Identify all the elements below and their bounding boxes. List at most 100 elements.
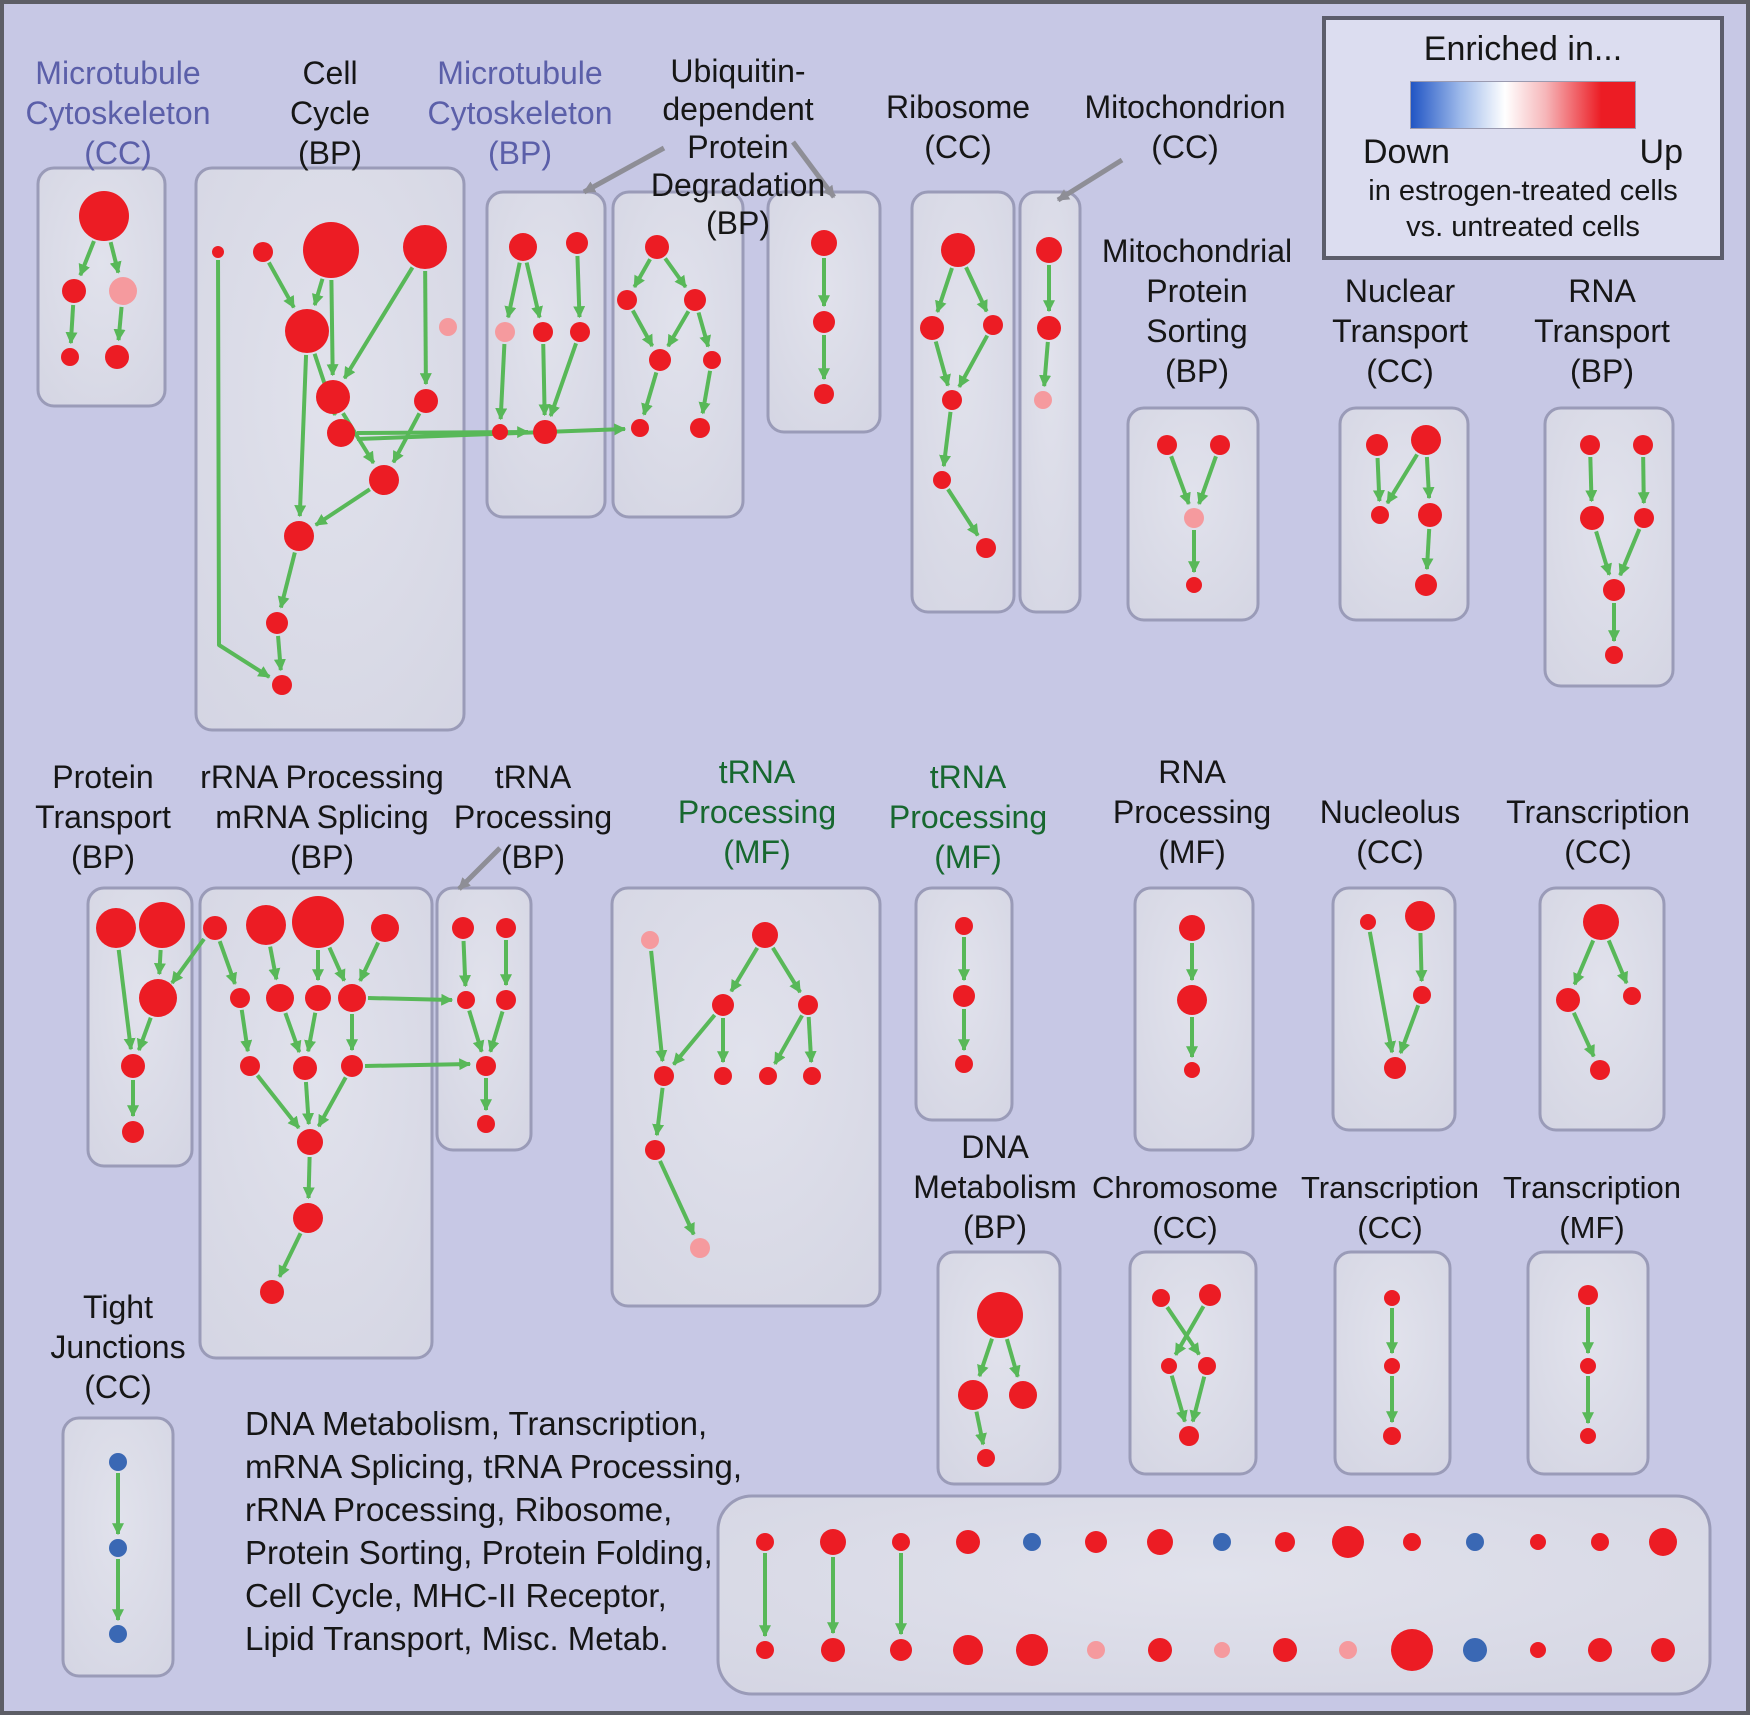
go-term-node <box>341 1055 363 1077</box>
edge-arrow <box>729 946 759 993</box>
go-term-node <box>1556 988 1580 1012</box>
edge-arrow <box>641 371 659 416</box>
go-term-node <box>1186 577 1202 593</box>
edge-arrow <box>113 306 126 342</box>
go-term-node <box>1332 1526 1364 1558</box>
cluster-box-chromosome-cc <box>1128 1250 1258 1476</box>
edge-arrow <box>294 354 309 518</box>
edge-arrow <box>1004 1338 1021 1378</box>
cluster-box-ubiquitin-dependent-protein-degradation-bp <box>611 190 745 519</box>
go-term-node <box>1405 901 1435 931</box>
cluster-label-protein-transport-bp: Protein Transport (BP) <box>35 759 171 875</box>
cluster-label-chromosome-cc: Chromosome (CC) <box>1092 1170 1278 1245</box>
cluster-label-rna-transport-bp: RNA Transport (BP) <box>1534 273 1670 389</box>
go-term-node <box>920 316 944 340</box>
legend-subtitle-line-1: in estrogen-treated cells <box>1368 175 1678 207</box>
go-term-node <box>1087 1641 1105 1659</box>
go-term-node <box>1214 1642 1230 1658</box>
edge-arrow <box>771 946 802 994</box>
cluster-label-trna-processing-mf-large: tRNA Processing (MF) <box>678 754 836 870</box>
edge-arrow <box>935 267 954 314</box>
go-term-node <box>96 908 136 948</box>
go-term-node <box>1179 915 1205 941</box>
edge-arrow <box>1169 1375 1188 1423</box>
go-term-node <box>1179 1426 1199 1446</box>
edge-arrow <box>239 1009 253 1053</box>
go-term-node <box>617 290 637 310</box>
go-term-node <box>1403 1533 1421 1551</box>
go-term-node <box>297 1129 323 1155</box>
cluster-box-nucleolus-cc <box>1331 886 1457 1132</box>
label-pointer-arrow <box>582 145 666 195</box>
edge-arrow <box>1367 931 1397 1054</box>
go-term-node <box>977 1449 995 1467</box>
go-term-node <box>1016 1634 1048 1666</box>
go-term-node <box>1384 1358 1400 1374</box>
edge-arrow <box>302 1081 315 1126</box>
go-term-node <box>941 233 975 267</box>
go-term-node <box>1583 904 1619 940</box>
go-term-node <box>1339 1641 1357 1659</box>
cluster-label-ubiquitin-dependent-protein-degradation-bp: Ubiquitin-dependent Protein Degradation (BP… <box>651 53 825 241</box>
cluster-box-trna-processing-bp <box>435 886 533 1152</box>
summary-note-line: Lipid Transport, Misc. Metab. <box>245 1620 669 1657</box>
edge-arrow <box>632 258 652 288</box>
go-term-node <box>953 1635 983 1665</box>
go-term-node <box>1177 985 1207 1015</box>
go-term-node <box>1580 435 1600 455</box>
edge-arrow <box>698 370 713 415</box>
cluster-box-ribosome-cc <box>910 190 1016 614</box>
cluster-label-cell-cycle-bp: Cell Cycle (BP) <box>290 55 370 171</box>
summary-note-line: DNA Metabolism, Transcription, <box>245 1405 708 1442</box>
edge-arrow <box>946 488 980 537</box>
summary-note-line: mRNA Splicing, tRNA Processing, <box>245 1448 743 1485</box>
edge-arrow <box>216 259 271 679</box>
go-term-node <box>649 349 671 371</box>
edge-arrow <box>467 1009 485 1053</box>
go-term-node <box>690 418 710 438</box>
go-term-node <box>266 612 288 634</box>
go-term-node <box>645 235 669 259</box>
legend-down-label: Down <box>1363 133 1450 171</box>
go-term-node <box>477 1115 495 1133</box>
go-term-node <box>533 322 553 342</box>
edge-arrow <box>1165 1305 1201 1356</box>
go-term-node <box>1649 1528 1677 1556</box>
go-term-node <box>476 1056 496 1076</box>
edge-arrow <box>487 1010 505 1053</box>
go-term-node <box>1590 1060 1610 1080</box>
cluster-label-rrna-processing-mrna-splicing-bp: rRNA Processing mRNA Splicing (BP) <box>200 759 444 875</box>
go-term-node <box>1198 1357 1216 1375</box>
go-term-node <box>1623 987 1641 1005</box>
go-term-node <box>1383 1427 1401 1445</box>
go-term-node <box>292 896 344 948</box>
cluster-label-transcription-cc-mid: Transcription (CC) <box>1506 794 1690 870</box>
go-term-node <box>1199 1284 1221 1306</box>
edge-arrow <box>267 261 296 309</box>
cluster-box-rna-transport-bp <box>1543 406 1675 688</box>
go-term-node <box>253 242 273 262</box>
cross-cluster-edge <box>367 993 454 1006</box>
edge-arrow <box>504 262 522 319</box>
go-term-node <box>1530 1642 1546 1658</box>
cluster-label-dna-metabolism-bp: DNA Metabolism (BP) <box>913 1129 1077 1245</box>
cluster-label-nuclear-transport-cc: Nuclear Transport (CC) <box>1332 273 1468 389</box>
go-term-node <box>821 1638 845 1662</box>
go-term-node <box>496 918 516 938</box>
go-term-node <box>1036 237 1062 263</box>
cluster-box-protein-transport-bp <box>86 886 194 1168</box>
edges-layer <box>65 140 1650 1638</box>
cluster-label-nucleolus-cc: Nucleolus (CC) <box>1320 794 1461 870</box>
go-term-node <box>813 311 835 333</box>
edge-arrow <box>524 262 543 319</box>
edge-arrow <box>663 257 688 289</box>
edge-arrow <box>327 946 347 982</box>
edge-arrow <box>419 270 432 386</box>
edge-arrow <box>1173 1305 1206 1356</box>
go-term-node <box>942 390 962 410</box>
go-term-node <box>293 1203 323 1233</box>
label-pointer-arrow <box>1056 157 1124 203</box>
